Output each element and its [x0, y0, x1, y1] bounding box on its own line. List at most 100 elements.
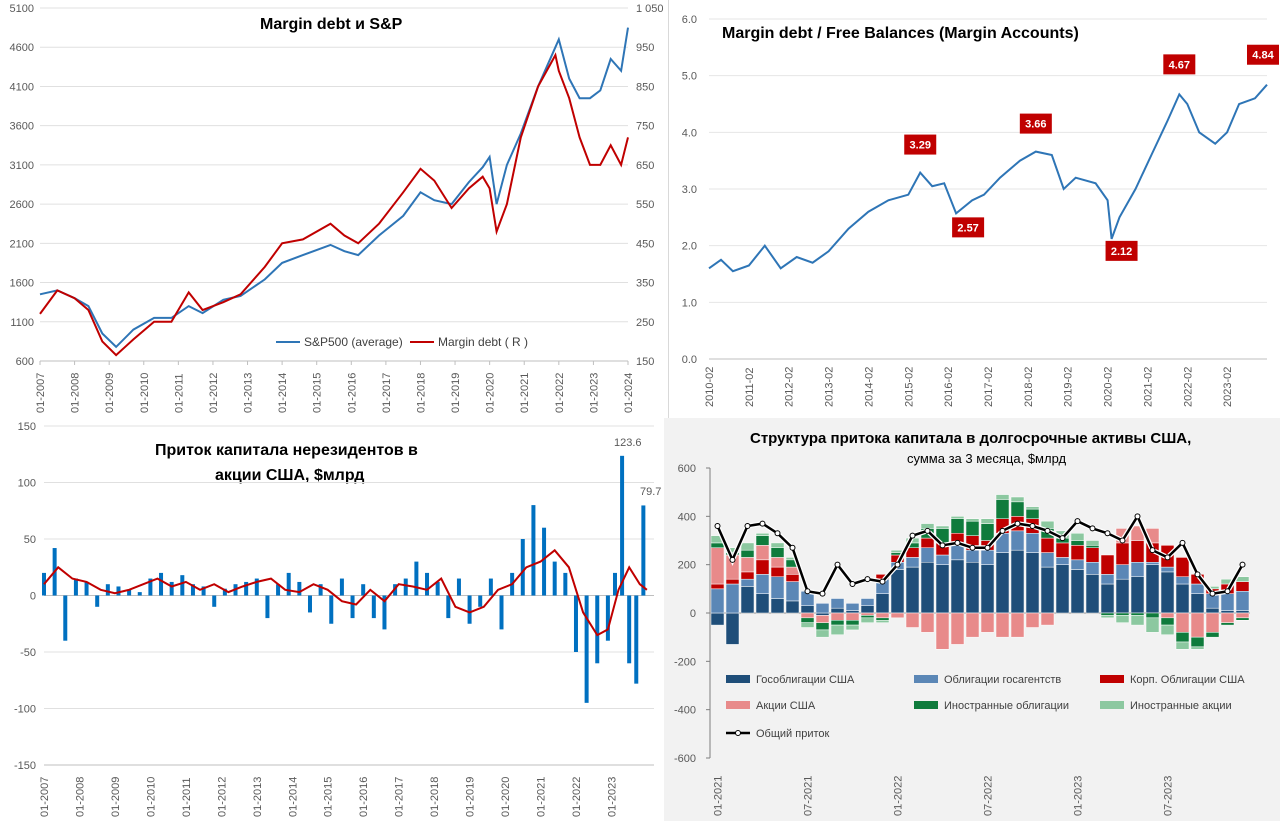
- moving-average-line: [43, 548, 648, 637]
- callout-label: 4.67: [1169, 59, 1190, 71]
- foreign-bond-bar: [995, 499, 1010, 519]
- callout-box: [904, 134, 937, 155]
- left-tick-label: 5100: [10, 3, 34, 15]
- total-point: [1179, 539, 1186, 546]
- margin-debt-sp500-svg: Margin debt и S&P 5100 4600 4100 3600 3100 26…: [10, 3, 664, 413]
- total-point: [819, 590, 826, 597]
- y-tick-label: 6.0: [682, 14, 697, 26]
- treasury-bar: [1010, 549, 1025, 614]
- treasury-bar: [1100, 583, 1115, 614]
- legend: S&P500 (average) Margin debt ( R ): [276, 335, 528, 349]
- foreign-bond-bar: [1145, 612, 1160, 619]
- chart-title: Структура притока капитала в долгосрочны…: [750, 430, 1191, 447]
- legend-swatch: [914, 701, 938, 709]
- x-tick-label: 01-2014: [277, 373, 289, 413]
- foreign-bond-bar: [1100, 612, 1115, 616]
- equity-bar: [740, 557, 755, 573]
- treasury-bar: [980, 564, 995, 614]
- callout-box: [952, 217, 985, 238]
- left-tick-label: 3100: [10, 160, 34, 172]
- foreign-bond-bar: [755, 535, 770, 546]
- agency-bar: [860, 598, 875, 606]
- x-tick-label: 01-2008: [74, 777, 86, 817]
- treasury-bar: [875, 593, 890, 614]
- foreign-equity-bar: [1115, 615, 1130, 623]
- corp-bar: [770, 566, 785, 577]
- inflow-bar: [42, 572, 46, 596]
- y-tick-label: 4.0: [682, 127, 697, 139]
- inflow-bar: [542, 527, 547, 596]
- inflow-bar: [435, 581, 440, 596]
- agency-bar: [770, 576, 785, 599]
- x-tick-label: 01-2022: [571, 777, 583, 817]
- foreign-equity-bar: [935, 525, 950, 529]
- total-point: [1074, 518, 1081, 525]
- inflow-bar: [456, 578, 461, 596]
- x-tick-label: 01-2017: [394, 777, 406, 817]
- treasury-bar: [815, 612, 830, 616]
- right-tick-label: 450: [636, 238, 654, 250]
- y-tick-label: 5.0: [682, 71, 697, 83]
- left-tick-label: 4600: [10, 42, 34, 54]
- total-point: [774, 530, 781, 537]
- x-tick-label: 01-2021: [536, 777, 548, 817]
- foreign-equity-bar: [755, 533, 770, 536]
- agency-bar: [1010, 530, 1025, 551]
- left-tick-label: 2100: [10, 238, 34, 250]
- x-tick-label: 2016-02: [943, 367, 955, 407]
- legend-label: Акции США: [756, 700, 816, 712]
- x-tick-label: 2012-02: [784, 367, 796, 407]
- foreign-equity-bar: [785, 557, 800, 561]
- inflow-bar: [531, 505, 536, 596]
- x-tick-label: 01-2009: [104, 373, 116, 413]
- treasury-bar: [800, 605, 815, 614]
- chart-title: Margin debt и S&P: [260, 16, 403, 33]
- ratio-line: [708, 84, 1268, 273]
- corp-bar: [785, 574, 800, 582]
- equity-bar: [770, 557, 785, 568]
- foreign-bond-bar: [710, 542, 725, 548]
- right-tick-label: 350: [636, 278, 654, 290]
- x-tick-label: 01-2022: [554, 373, 566, 413]
- y-tick-label: 50: [24, 534, 36, 546]
- corp-bar: [1040, 537, 1055, 553]
- callout-box: [1105, 240, 1138, 261]
- total-point: [954, 539, 961, 546]
- treasury-bar: [1190, 593, 1205, 614]
- equity-bar: [965, 612, 980, 638]
- equity-bar: [950, 612, 965, 645]
- inflow-bar: [595, 595, 600, 664]
- y-tick-label: 0: [30, 591, 36, 603]
- inflow-bar: [403, 578, 408, 596]
- agency-bar: [1055, 557, 1070, 565]
- agency-bar: [710, 588, 725, 614]
- right-tick-label: 750: [636, 121, 654, 133]
- x-tick-label: 01-2015: [323, 777, 335, 817]
- y-tick-label: -200: [674, 656, 696, 668]
- inflow-bar: [95, 595, 100, 607]
- equity-bar: [1160, 612, 1175, 619]
- corp-bar: [1130, 540, 1145, 563]
- legend-swatch: [726, 675, 750, 683]
- foreign-equity-bar: [1130, 615, 1145, 626]
- equity-bar: [1025, 612, 1040, 628]
- x-tick-label: 01-2019: [450, 373, 462, 413]
- callout-label: 2.57: [957, 222, 978, 234]
- foreign-equity-bar: [860, 617, 875, 623]
- total-point: [1239, 561, 1246, 568]
- y-tick-label: 0.0: [682, 354, 697, 366]
- x-tick-label: 01-2023: [1073, 776, 1085, 816]
- x-tick-label: 01-2013: [252, 777, 264, 817]
- inflow-bar: [212, 595, 217, 607]
- x-tick-label: 01-2017: [381, 373, 393, 413]
- x-tick-label: 01-2019: [465, 777, 477, 817]
- y-tick-label: 2.0: [682, 241, 697, 253]
- inflow-bar: [201, 586, 206, 596]
- treasury-bar: [1160, 571, 1175, 614]
- foreign-equity-bar: [875, 620, 890, 623]
- inflow-bar: [488, 578, 493, 596]
- agency-bar: [740, 578, 755, 587]
- inflow-bar: [478, 595, 483, 607]
- foreign-bond-bar: [1235, 617, 1250, 621]
- foreign-equity-bar: [995, 494, 1010, 500]
